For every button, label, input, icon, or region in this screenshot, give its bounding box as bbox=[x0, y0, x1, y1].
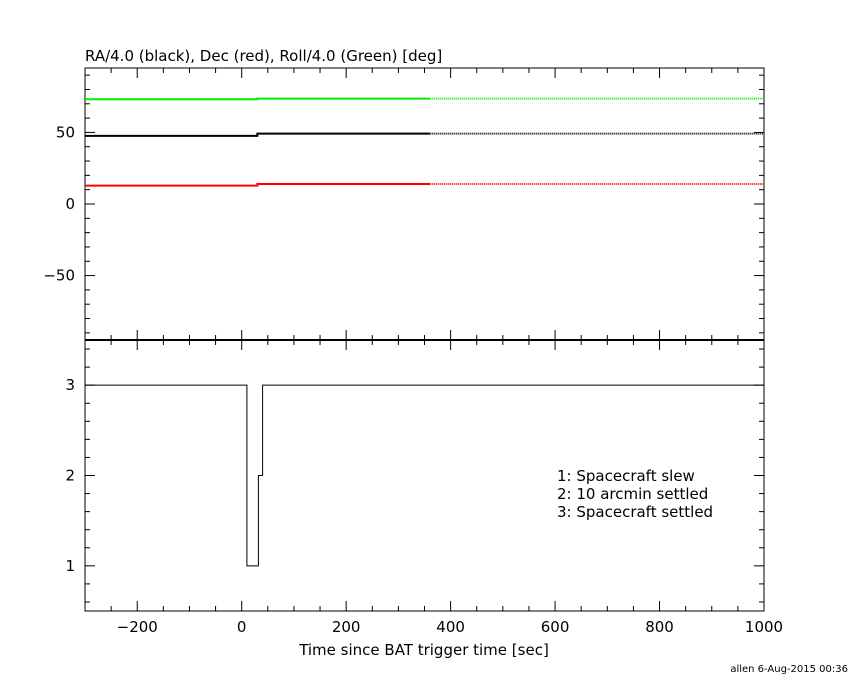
top-panel-title: RA/4.0 (black), Dec (red), Roll/4.0 (Gre… bbox=[85, 47, 442, 65]
bottom-panel-series bbox=[85, 384, 764, 567]
credit-line: allen 6-Aug-2015 00:36 bbox=[730, 664, 848, 675]
bottom-panel: −200 0 200 400 600 800 1000 1 2 3 1: Spacecraft s… bbox=[65, 339, 783, 659]
series-line bbox=[85, 132, 430, 137]
x-tick-label: 400 bbox=[436, 618, 465, 636]
y-tick-label: −50 bbox=[43, 267, 75, 285]
top-panel-ticks: −50 0 50 bbox=[43, 68, 765, 340]
x-tick-label: 1000 bbox=[745, 618, 783, 636]
x-tick-label: 200 bbox=[332, 618, 361, 636]
top-panel-series bbox=[85, 97, 764, 187]
top-panel: RA/4.0 (black), Dec (red), Roll/4.0 (Gre… bbox=[43, 47, 765, 341]
top-panel-frame bbox=[84, 67, 765, 341]
series-line bbox=[85, 97, 430, 101]
legend-entry: 1: Spacecraft slew bbox=[557, 467, 695, 485]
bottom-panel-ticks: −200 0 200 400 600 800 1000 1 2 3 bbox=[65, 340, 783, 636]
x-axis-label: Time since BAT trigger time [sec] bbox=[298, 641, 549, 659]
settle-status-line bbox=[85, 384, 764, 567]
y-tick-label: 1 bbox=[65, 557, 75, 575]
x-tick-label: 600 bbox=[541, 618, 570, 636]
series-line bbox=[85, 182, 430, 187]
x-tick-label: 0 bbox=[237, 618, 247, 636]
legend-entry: 3: Spacecraft settled bbox=[557, 503, 713, 521]
x-tick-label: 800 bbox=[645, 618, 674, 636]
x-tick-label: −200 bbox=[117, 618, 158, 636]
legend: 1: Spacecraft slew 2: 10 arcmin settled … bbox=[557, 467, 713, 521]
y-tick-label: 0 bbox=[65, 195, 75, 213]
legend-entry: 2: 10 arcmin settled bbox=[557, 485, 708, 503]
y-tick-label: 3 bbox=[65, 376, 75, 394]
y-tick-label: 50 bbox=[56, 123, 75, 141]
y-tick-label: 2 bbox=[65, 467, 75, 485]
